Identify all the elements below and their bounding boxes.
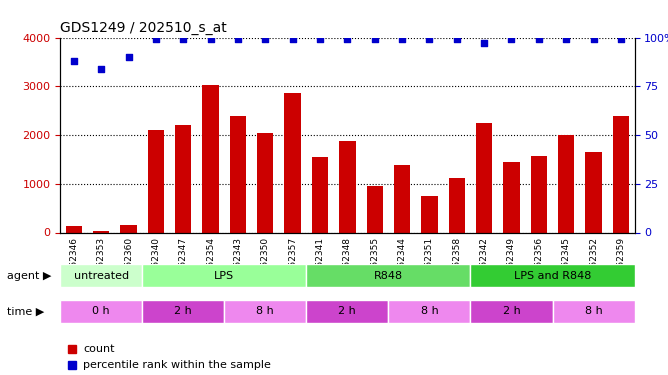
Point <box>260 36 271 42</box>
Point <box>369 36 380 42</box>
Point <box>479 40 490 46</box>
Point <box>616 36 627 42</box>
Bar <box>585 152 602 232</box>
Bar <box>558 135 574 232</box>
Point <box>506 36 517 42</box>
Bar <box>476 123 492 232</box>
Point <box>397 36 407 42</box>
Bar <box>394 165 410 232</box>
Bar <box>503 162 520 232</box>
FancyBboxPatch shape <box>307 300 388 322</box>
Text: agent ▶: agent ▶ <box>7 271 51 280</box>
Text: count: count <box>83 344 115 354</box>
Text: 2 h: 2 h <box>339 306 356 316</box>
Bar <box>530 156 547 232</box>
Point <box>534 36 544 42</box>
Bar <box>202 85 219 232</box>
Bar <box>148 130 164 232</box>
Text: untreated: untreated <box>73 271 129 280</box>
Text: GDS1249 / 202510_s_at: GDS1249 / 202510_s_at <box>60 21 227 35</box>
FancyBboxPatch shape <box>388 300 470 322</box>
Point <box>232 36 243 42</box>
Bar <box>120 225 137 232</box>
Point <box>150 36 161 42</box>
Point <box>342 36 353 42</box>
Text: percentile rank within the sample: percentile rank within the sample <box>83 360 271 369</box>
FancyBboxPatch shape <box>470 300 552 322</box>
Bar <box>339 141 355 232</box>
Text: LPS and R848: LPS and R848 <box>514 271 591 280</box>
Bar <box>65 226 82 232</box>
Point <box>424 36 435 42</box>
Text: 2 h: 2 h <box>174 306 192 316</box>
Bar <box>422 196 438 232</box>
FancyBboxPatch shape <box>470 264 635 287</box>
FancyBboxPatch shape <box>552 300 635 322</box>
Text: 8 h: 8 h <box>257 306 274 316</box>
Text: R848: R848 <box>374 271 403 280</box>
Bar <box>613 117 629 232</box>
Text: 8 h: 8 h <box>584 306 603 316</box>
Bar <box>257 133 273 232</box>
Text: 2 h: 2 h <box>502 306 520 316</box>
Point <box>561 36 572 42</box>
Point <box>205 36 216 42</box>
Bar <box>367 186 383 232</box>
FancyBboxPatch shape <box>60 264 142 287</box>
Point <box>123 54 134 60</box>
FancyBboxPatch shape <box>60 300 142 322</box>
Point <box>589 36 599 42</box>
FancyBboxPatch shape <box>142 300 224 322</box>
Bar <box>285 93 301 232</box>
Text: 8 h: 8 h <box>421 306 438 316</box>
Bar <box>175 125 192 232</box>
Point <box>452 36 462 42</box>
Point <box>178 36 188 42</box>
Point <box>96 66 106 72</box>
Text: 0 h: 0 h <box>92 306 110 316</box>
Bar <box>230 117 246 232</box>
Text: time ▶: time ▶ <box>7 306 44 316</box>
FancyBboxPatch shape <box>224 300 307 322</box>
Bar <box>312 158 328 232</box>
Text: LPS: LPS <box>214 271 234 280</box>
Point <box>315 36 325 42</box>
FancyBboxPatch shape <box>142 264 307 287</box>
Point <box>287 36 298 42</box>
FancyBboxPatch shape <box>307 264 470 287</box>
Bar <box>93 231 110 232</box>
Bar <box>449 178 465 232</box>
Point <box>68 58 79 64</box>
